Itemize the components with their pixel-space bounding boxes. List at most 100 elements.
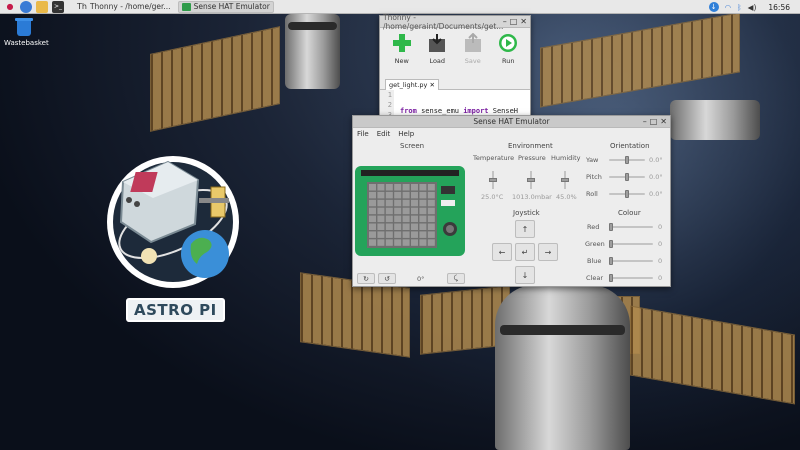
clear-slider[interactable] — [609, 274, 653, 282]
joystick-up-button[interactable]: ↑ — [515, 220, 535, 238]
joystick-down-button[interactable]: ↓ — [515, 266, 535, 284]
pitch-slider[interactable] — [609, 173, 645, 181]
run-label: Run — [502, 57, 515, 65]
run-button[interactable]: Run — [491, 30, 527, 76]
wallpaper-module-ring — [288, 22, 337, 30]
new-button[interactable]: New — [384, 30, 420, 76]
minimize-icon[interactable]: – — [642, 117, 647, 126]
yaw-label: Yaw — [586, 156, 599, 164]
taskbar-task-thonny[interactable]: Th Thonny - /home/ger... — [74, 1, 174, 13]
led-pixel — [427, 231, 435, 238]
led-pixel — [411, 184, 418, 191]
led-pixel — [377, 207, 385, 215]
yaw-value: 0.0° — [649, 156, 663, 164]
environment-title: Environment — [508, 142, 553, 150]
sense-hat-board[interactable] — [355, 166, 465, 256]
sense-hat-titlebar[interactable]: Sense HAT Emulator – □ ✕ — [353, 116, 670, 128]
taskbar-task-sense-hat[interactable]: Sense HAT Emulator — [177, 0, 274, 13]
raspberry-menu-icon[interactable]: ● — [6, 2, 14, 11]
flip-button[interactable]: ⤹ — [447, 273, 465, 284]
led-pixel — [402, 191, 410, 199]
clear-label: Clear — [586, 274, 603, 282]
slider-knob[interactable] — [625, 190, 629, 198]
maximize-icon[interactable]: □ — [509, 17, 518, 26]
red-label: Red — [587, 223, 600, 231]
rotate-ccw-button[interactable]: ↺ — [378, 273, 396, 284]
close-icon[interactable]: ✕ — [660, 117, 667, 126]
joystick-left-button[interactable]: ← — [492, 243, 512, 261]
editor-tab-label: get_light.py — [389, 81, 428, 89]
editor-tab[interactable]: get_light.py ✕ — [385, 79, 439, 90]
joystick-center-button[interactable]: ↵ — [515, 243, 535, 261]
wastebasket-desktop-icon[interactable]: Wastebasket — [4, 18, 49, 47]
slider-knob[interactable] — [609, 257, 613, 265]
green-slider[interactable] — [609, 240, 653, 248]
joystick-right-button[interactable]: → — [538, 243, 558, 261]
led-pixel — [411, 207, 418, 215]
taskbar: ● >_ Th Thonny - /home/ger... Sense HAT … — [0, 0, 800, 14]
led-pixel — [427, 215, 435, 223]
led-pixel — [385, 191, 393, 199]
slider-knob[interactable] — [625, 173, 629, 181]
file-manager-icon[interactable] — [36, 0, 48, 13]
yaw-slider[interactable] — [609, 156, 645, 164]
astro-pi-logo — [107, 156, 239, 288]
pressure-slider[interactable] — [527, 171, 535, 189]
menu-edit[interactable]: Edit — [376, 130, 391, 138]
code-text: sense_emu — [416, 107, 464, 115]
slider-knob[interactable] — [609, 240, 613, 248]
update-icon[interactable]: ↓ — [708, 2, 719, 12]
orientation-title: Orientation — [610, 142, 650, 150]
led-pixel — [385, 239, 393, 246]
slider-knob[interactable] — [527, 178, 535, 182]
close-tab-icon[interactable]: ✕ — [429, 81, 435, 89]
led-pixel — [369, 215, 376, 223]
astro-pi-label: ASTRO PI — [126, 298, 225, 322]
close-icon[interactable]: ✕ — [520, 17, 527, 26]
menu-file[interactable]: File — [357, 130, 369, 138]
taskbar-task-label: Sense HAT Emulator — [193, 2, 270, 11]
temperature-slider[interactable] — [489, 171, 497, 189]
led-pixel — [411, 223, 418, 230]
load-button[interactable]: Load — [420, 30, 456, 76]
led-pixel — [402, 207, 410, 215]
colour-title: Colour — [618, 209, 641, 217]
humidity-value: 45.0% — [556, 193, 577, 201]
rotate-cw-button[interactable]: ↻ — [357, 273, 375, 284]
led-pixel — [419, 231, 427, 238]
slider-knob[interactable] — [609, 223, 613, 231]
humidity-slider[interactable] — [561, 171, 569, 189]
thonny-titlebar[interactable]: Thonny - /home/geraint/Documents/get... … — [380, 12, 530, 31]
led-pixel — [402, 231, 410, 238]
minimize-icon[interactable]: – — [502, 17, 507, 26]
slider-knob[interactable] — [609, 274, 613, 282]
bluetooth-icon[interactable]: ᛒ — [737, 2, 742, 12]
led-pixel — [369, 223, 376, 230]
web-browser-icon[interactable] — [20, 0, 32, 13]
menu-help[interactable]: Help — [398, 130, 415, 138]
slider-knob[interactable] — [489, 178, 497, 182]
terminal-icon[interactable]: >_ — [52, 0, 64, 13]
save-button[interactable]: Save — [455, 30, 491, 76]
maximize-icon[interactable]: □ — [649, 117, 658, 126]
rotation-value: 0° — [417, 275, 425, 283]
thonny-title: Thonny - /home/geraint/Documents/get... — [383, 12, 504, 31]
led-pixel — [402, 199, 410, 207]
roll-slider[interactable] — [609, 190, 645, 198]
volume-icon[interactable]: ◀) — [747, 2, 757, 12]
green-label: Green — [585, 240, 605, 248]
red-slider[interactable] — [609, 223, 653, 231]
led-pixel — [377, 199, 385, 207]
keyword: import — [463, 107, 489, 115]
led-pixel — [377, 239, 385, 246]
thonny-icon: Th — [77, 2, 87, 11]
slider-knob[interactable] — [561, 178, 569, 182]
led-pixel — [402, 184, 410, 191]
wifi-icon[interactable]: ◠ — [724, 2, 732, 12]
blue-slider[interactable] — [609, 257, 653, 265]
led-pixel — [369, 199, 376, 207]
sense-hat-title: Sense HAT Emulator — [473, 117, 550, 126]
slider-knob[interactable] — [625, 156, 629, 164]
thonny-toolbar: New Load Save Run — [380, 28, 530, 78]
clock[interactable]: 16:56 — [768, 2, 790, 12]
